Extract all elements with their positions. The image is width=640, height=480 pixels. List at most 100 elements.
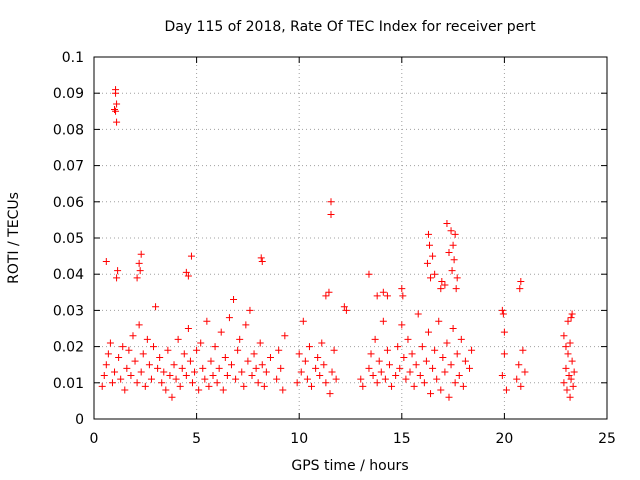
data-point-plus-marker [568, 310, 576, 318]
data-point-plus-marker [178, 364, 186, 372]
data-point-plus-marker [219, 386, 227, 394]
data-point-plus-marker [435, 317, 443, 325]
x-tick-labels: 0 5 10 15 20 25 [90, 431, 616, 447]
data-point-plus-marker [322, 292, 330, 300]
data-point-plus-marker [217, 328, 225, 336]
y-tick-label: 0.01 [53, 376, 84, 392]
data-point-plus-marker [312, 364, 320, 372]
data-point-plus-marker [234, 346, 242, 354]
data-point-plus-marker [431, 270, 439, 278]
data-point-plus-marker [301, 357, 309, 365]
data-point-plus-marker [131, 357, 139, 365]
data-point-plus-marker [412, 361, 420, 369]
data-point-plus-marker [248, 372, 256, 380]
data-point-plus-marker [332, 375, 340, 383]
data-point-plus-marker [433, 375, 441, 383]
data-point-plus-marker [566, 339, 574, 347]
data-point-plus-marker [445, 248, 453, 256]
data-point-plus-marker [250, 350, 258, 358]
data-point-plus-marker [113, 274, 121, 282]
data-point-plus-marker [327, 210, 335, 218]
data-point-plus-marker [519, 346, 527, 354]
data-point-plus-marker [254, 379, 262, 387]
data-point-plus-marker [246, 306, 254, 314]
data-point-plus-marker [513, 375, 521, 383]
chart-title: Day 115 of 2018, Rate Of TEC Index for r… [164, 19, 536, 35]
data-point-plus-marker [438, 277, 446, 285]
data-point-plus-marker [383, 346, 391, 354]
data-point-plus-marker [449, 325, 457, 332]
data-point-plus-marker [566, 393, 574, 401]
data-point-plus-marker [203, 317, 211, 325]
data-point-plus-marker [111, 368, 119, 376]
data-point-plus-marker [102, 361, 110, 369]
data-point-plus-marker [104, 350, 112, 358]
data-point-plus-marker [211, 343, 219, 351]
data-point-plus-marker [187, 252, 195, 260]
data-point-plus-marker [172, 375, 180, 383]
data-point-plus-marker [408, 350, 416, 358]
data-point-plus-marker [383, 292, 391, 300]
data-point-plus-marker [117, 375, 125, 383]
data-point-plus-marker [377, 368, 385, 376]
data-point-plus-marker [414, 310, 422, 318]
data-point-plus-marker [373, 379, 381, 387]
data-point-plus-marker [569, 382, 577, 390]
data-point-plus-marker [113, 100, 121, 108]
data-point-plus-marker [369, 372, 377, 380]
axis-ticks [93, 56, 608, 420]
data-point-plus-marker [141, 382, 149, 390]
data-point-plus-marker [114, 267, 122, 275]
data-point-plus-marker [431, 346, 439, 354]
data-point-plus-marker [328, 368, 336, 376]
data-point-plus-marker [195, 386, 203, 394]
data-point-plus-marker [502, 386, 510, 394]
data-point-plus-marker [437, 386, 445, 394]
y-tick-labels: 0 0.01 0.02 0.03 0.04 0.05 0.06 0.07 0.08 0.09 0.1 [53, 50, 84, 428]
data-point-plus-marker [168, 393, 176, 401]
data-point-plus-marker [322, 379, 330, 387]
data-point-plus-marker [564, 317, 572, 325]
x-tick-label: 15 [393, 431, 411, 447]
data-point-plus-marker [314, 353, 322, 361]
data-point-plus-marker [560, 332, 568, 340]
data-point-plus-marker [399, 292, 407, 300]
data-point-plus-marker [461, 357, 469, 365]
data-point-plus-marker [137, 368, 145, 376]
data-point-plus-marker [143, 335, 151, 343]
data-point-plus-marker [191, 368, 199, 376]
y-tick-label: 0 [75, 412, 84, 428]
x-tick-label: 25 [598, 431, 616, 447]
data-point-plus-marker [320, 361, 328, 369]
data-point-plus-marker [429, 364, 437, 372]
data-point-plus-marker [447, 361, 455, 369]
data-point-plus-marker [563, 386, 571, 394]
data-point-plus-marker [174, 335, 182, 343]
data-point-plus-marker [102, 258, 110, 266]
data-point-plus-marker [567, 375, 575, 383]
data-point-plus-marker [133, 274, 141, 282]
data-point-plus-marker [498, 306, 506, 314]
data-point-plus-marker [293, 379, 301, 387]
y-tick-label: 0.07 [53, 159, 84, 175]
data-point-plus-marker [398, 321, 406, 329]
data-point-plus-marker [499, 310, 507, 318]
data-point-plus-marker [371, 335, 379, 343]
data-point-plus-marker [201, 375, 209, 383]
data-point-plus-marker [150, 343, 158, 351]
data-point-plus-marker [406, 368, 414, 376]
y-tick-label: 0.02 [53, 340, 84, 356]
data-point-plus-marker [568, 357, 576, 365]
data-point-plus-marker [439, 353, 447, 361]
data-point-plus-marker [299, 317, 307, 325]
data-point-plus-marker [166, 372, 174, 380]
data-point-plus-marker [275, 346, 283, 354]
data-point-plus-marker [448, 267, 456, 275]
data-point-plus-marker [205, 382, 213, 390]
data-point-plus-marker [423, 259, 431, 267]
data-point-plus-marker [273, 375, 281, 383]
data-point-plus-marker [441, 368, 449, 376]
data-point-plus-marker [564, 350, 572, 358]
data-point-plus-marker [327, 198, 335, 206]
data-point-plus-marker [449, 241, 457, 249]
